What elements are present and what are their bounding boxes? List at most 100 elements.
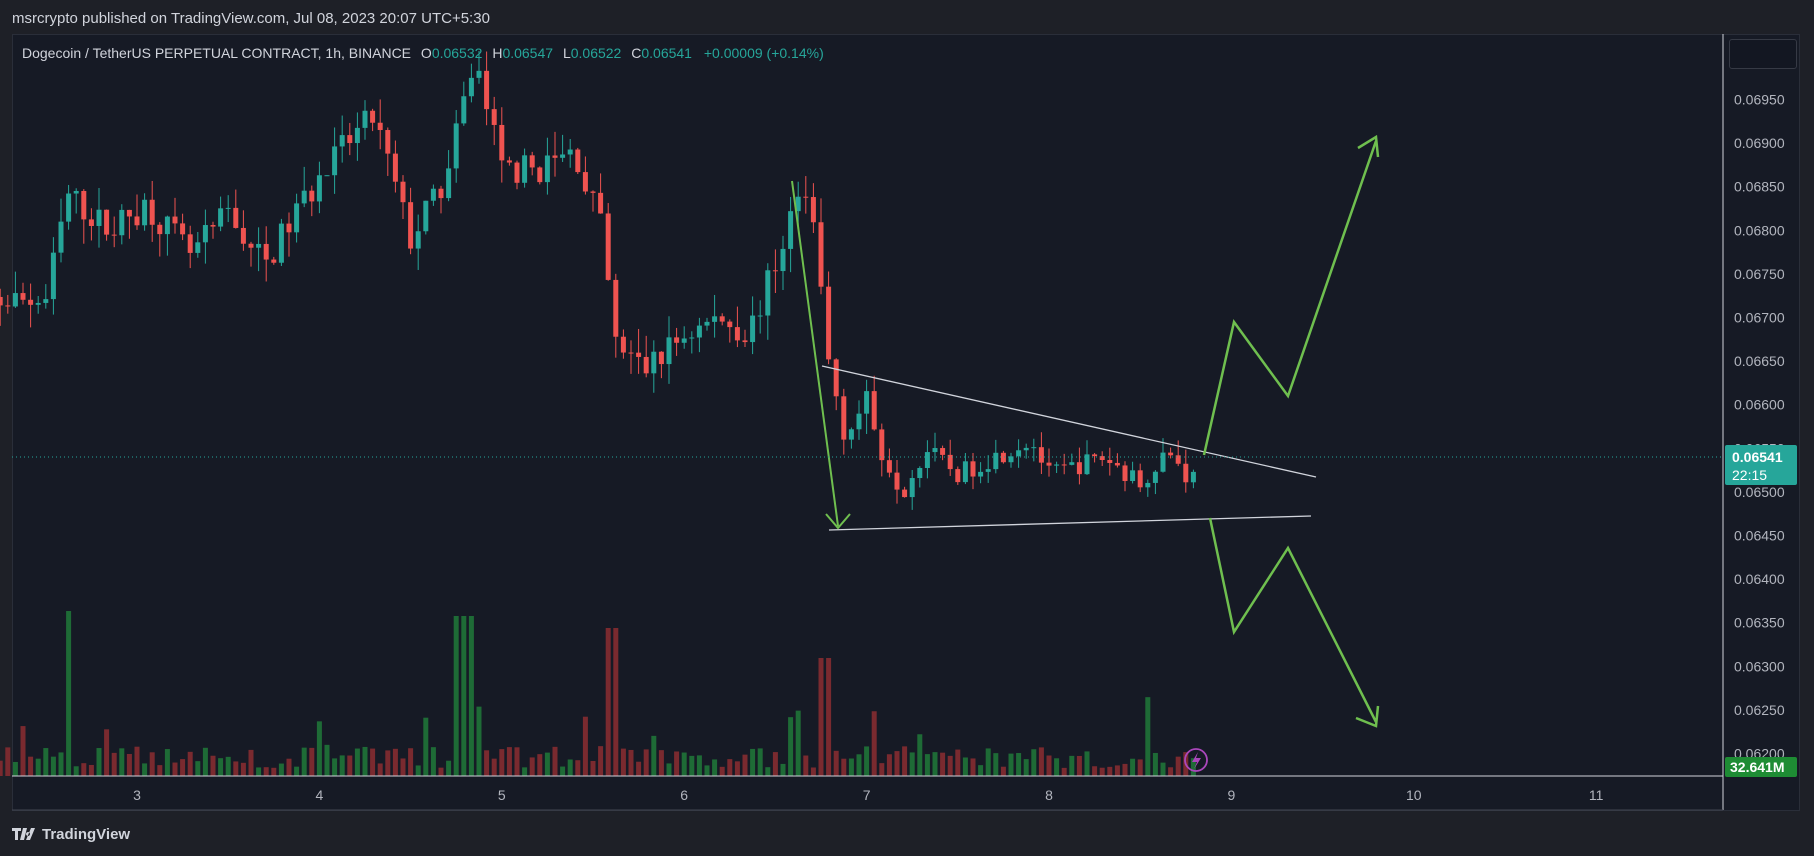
volume-bar bbox=[780, 763, 786, 776]
candle bbox=[529, 151, 535, 176]
volume-bar bbox=[560, 766, 566, 776]
candle bbox=[757, 300, 763, 334]
volume-bar bbox=[529, 757, 535, 776]
candle bbox=[1008, 452, 1014, 468]
time-tick-label: 6 bbox=[680, 787, 688, 803]
candle bbox=[909, 469, 915, 510]
volume-bar bbox=[461, 616, 467, 776]
candle bbox=[415, 214, 421, 270]
candle bbox=[377, 99, 383, 150]
volume-bar bbox=[294, 766, 300, 776]
price-tick-label: 0.06250 bbox=[1734, 702, 1785, 718]
candle bbox=[696, 317, 702, 353]
candle bbox=[408, 187, 414, 255]
candle bbox=[841, 388, 847, 455]
volume-bar bbox=[1137, 759, 1143, 776]
candle bbox=[202, 209, 208, 264]
time-scale[interactable]: 3 4 5 6 7 8 9 10 11 bbox=[133, 787, 1604, 803]
volume-bar bbox=[316, 721, 322, 776]
volume-bar bbox=[894, 751, 900, 776]
volume-bar bbox=[1175, 756, 1181, 776]
candle bbox=[164, 215, 170, 256]
low-label: L bbox=[562, 45, 571, 61]
candle bbox=[430, 184, 436, 206]
price-scale[interactable]: 0.062000.062500.063000.063500.064000.064… bbox=[1734, 92, 1785, 762]
candle bbox=[544, 137, 550, 195]
candle bbox=[20, 282, 26, 305]
volume-bar bbox=[50, 756, 56, 776]
volume-bar bbox=[1145, 697, 1151, 776]
volume-bar bbox=[962, 757, 968, 776]
volume-bar bbox=[582, 716, 588, 776]
candle bbox=[788, 196, 794, 273]
chart-frame[interactable] bbox=[12, 34, 1800, 811]
price-tick-label: 0.06950 bbox=[1734, 92, 1785, 108]
volume-bar bbox=[886, 754, 892, 776]
candle bbox=[263, 226, 269, 282]
volume-bar bbox=[28, 756, 34, 776]
tradingview-brand[interactable]: TradingView bbox=[12, 826, 130, 843]
volume-bar bbox=[871, 711, 877, 776]
open-value: 0.06532 bbox=[431, 45, 483, 61]
volume-bar bbox=[902, 746, 908, 776]
symbol-legend[interactable]: Dogecoin / TetherUS PERPETUAL CONTRACT, … bbox=[22, 45, 824, 61]
volume-bar bbox=[362, 746, 368, 776]
drawings bbox=[791, 134, 1380, 728]
volume-bar bbox=[658, 750, 664, 776]
candle bbox=[560, 134, 566, 162]
candle bbox=[552, 131, 558, 177]
drop-arrow-line[interactable] bbox=[791, 180, 839, 527]
triangle-upper-trendline[interactable] bbox=[821, 365, 1317, 478]
candle bbox=[734, 306, 740, 348]
candle bbox=[316, 161, 322, 214]
candle bbox=[5, 294, 11, 314]
time-tick-label: 7 bbox=[863, 787, 871, 803]
candle bbox=[917, 466, 923, 488]
volume-bar bbox=[81, 763, 87, 776]
volume-bar bbox=[301, 747, 307, 776]
candle bbox=[962, 453, 968, 485]
candle bbox=[871, 375, 877, 431]
candle bbox=[385, 127, 391, 176]
volume-bar bbox=[1168, 767, 1174, 776]
volume-bar bbox=[613, 628, 619, 776]
candle bbox=[354, 112, 360, 161]
candle bbox=[218, 196, 224, 232]
candle bbox=[453, 110, 459, 183]
drop-arrow-head bbox=[825, 513, 851, 530]
candle bbox=[35, 296, 41, 314]
candle bbox=[142, 193, 148, 231]
volume-bar bbox=[628, 749, 634, 776]
volume-bar bbox=[1107, 766, 1113, 776]
volume-bar bbox=[233, 761, 239, 776]
triangle-lower-trendline[interactable] bbox=[828, 515, 1312, 531]
bearish-arrow-head bbox=[1355, 705, 1380, 728]
candle bbox=[598, 173, 604, 214]
bullish-scenario-path[interactable] bbox=[1202, 140, 1378, 456]
price-tick-label: 0.06400 bbox=[1734, 571, 1785, 587]
candle bbox=[1130, 461, 1136, 484]
candle bbox=[704, 317, 710, 331]
price-tick-label: 0.06700 bbox=[1734, 310, 1785, 326]
candle bbox=[491, 96, 497, 146]
volume-bar bbox=[522, 767, 528, 776]
volume-bar bbox=[476, 706, 482, 776]
bearish-scenario-path[interactable] bbox=[1208, 517, 1378, 723]
volume-bar bbox=[438, 767, 444, 776]
price-tick-label: 0.06800 bbox=[1734, 222, 1785, 238]
volume-bar bbox=[446, 760, 452, 776]
candle bbox=[1046, 448, 1052, 477]
volume-bar bbox=[1031, 749, 1037, 776]
lightning-alert-icon[interactable] bbox=[1184, 748, 1208, 772]
chart-settings-box[interactable] bbox=[1729, 39, 1797, 69]
footer-bar: TradingView bbox=[0, 812, 1814, 856]
volume-bar bbox=[339, 755, 345, 776]
high-value: 0.06547 bbox=[502, 45, 554, 61]
candle bbox=[575, 147, 581, 175]
volume-bar bbox=[1092, 766, 1098, 776]
candle bbox=[256, 227, 262, 272]
candle bbox=[233, 189, 239, 229]
price-tick-label: 0.06350 bbox=[1734, 615, 1785, 631]
candle bbox=[970, 452, 976, 490]
